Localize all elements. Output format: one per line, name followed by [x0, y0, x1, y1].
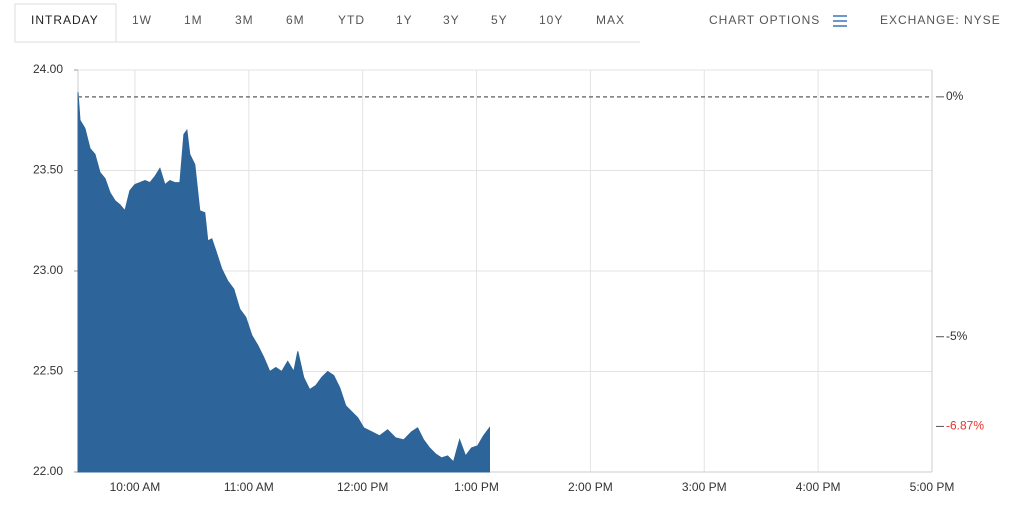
x-tick-label: 5:00 PM — [910, 480, 955, 494]
range-tab[interactable]: 1Y — [396, 13, 413, 27]
x-tick-label: 12:00 PM — [337, 480, 388, 494]
y2-tick-label: 0% — [946, 89, 964, 103]
range-tab[interactable]: 1M — [184, 13, 203, 27]
price-area — [77, 92, 490, 473]
x-tick-label: 3:00 PM — [682, 480, 727, 494]
y2-tick-label: -6.87% — [946, 419, 984, 433]
y-tick-label: 23.50 — [33, 163, 63, 177]
range-tab[interactable]: 6M — [286, 13, 305, 27]
y-tick-label: 24.00 — [33, 62, 63, 76]
x-tick-label: 11:00 AM — [224, 480, 274, 494]
y-tick-label: 22.50 — [33, 364, 63, 378]
exchange: EXCHANGE: NYSE — [880, 13, 1001, 27]
chart-options[interactable]: CHART OPTIONS — [709, 13, 820, 27]
range-tab[interactable]: 1W — [132, 13, 152, 27]
selected-tab-box — [14, 3, 117, 43]
y2-tick-label: -5% — [946, 329, 968, 343]
range-tab[interactable]: INTRADAY — [31, 13, 99, 27]
range-tab[interactable]: 3M — [235, 13, 254, 27]
range-tab[interactable]: 3Y — [443, 13, 460, 27]
menu-icon[interactable] — [833, 15, 847, 27]
x-tick-label: 10:00 AM — [110, 480, 161, 494]
x-tick-label: 1:00 PM — [454, 480, 499, 494]
x-tick-label: 4:00 PM — [796, 480, 841, 494]
range-tab[interactable]: MAX — [596, 13, 625, 27]
range-tab[interactable]: YTD — [338, 13, 365, 27]
x-tick-label: 2:00 PM — [568, 480, 613, 494]
range-tab[interactable]: 5Y — [491, 13, 508, 27]
range-tab[interactable]: 10Y — [539, 13, 563, 27]
y-tick-label: 23.00 — [33, 263, 63, 277]
y-tick-label: 22.00 — [33, 464, 63, 478]
range-tabs: INTRADAY 1W 1M 3M 6M YTD 1Y 3Y 5Y 10Y MAX — [31, 13, 625, 27]
